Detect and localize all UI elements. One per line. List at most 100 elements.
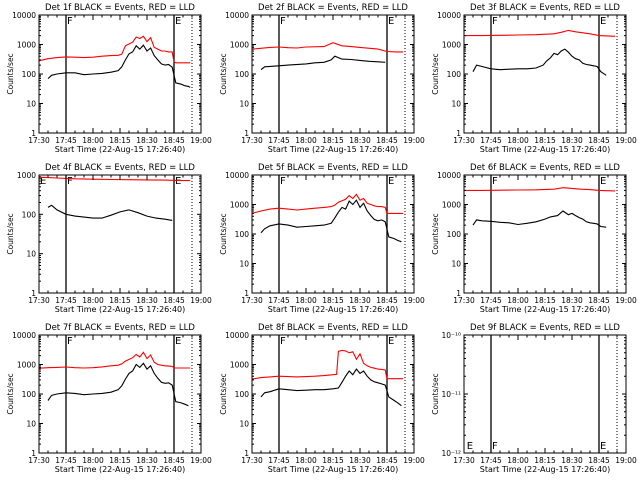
y-tick-label: 10 [451, 260, 461, 269]
x-tick-label: 19:00 [190, 136, 212, 145]
y-tick-label: 10⁻¹² [441, 449, 461, 458]
x-tick-label: 18:30 [136, 296, 158, 305]
flag-label: E [600, 176, 606, 187]
flag-label: E [388, 176, 394, 187]
x-axis-label: Start Time (22-Aug-15 17:26:40) [55, 305, 186, 314]
axis-frame [38, 14, 202, 134]
y-axis-label: Counts/sec [6, 53, 15, 94]
flag-label: F [67, 176, 73, 187]
x-tick-label: 17:30 [28, 136, 50, 145]
x-tick-label: 18:30 [349, 296, 371, 305]
panel-9: Det 9f BLACK = Events, RED = LLD E F E 10⁻¹²… [431, 323, 637, 474]
y-tick-label: 10000 [437, 171, 461, 180]
x-tick-label: 17:30 [241, 136, 263, 145]
y-tick-label: 10 [239, 100, 249, 109]
x-tick-label: 18:45 [376, 296, 398, 305]
y-tick-label: 10⁻¹⁰ [441, 331, 461, 340]
x-tick-label: 17:30 [28, 456, 50, 465]
x-tick-label: 17:45 [268, 296, 290, 305]
series-events [47, 362, 189, 407]
flag-label: F [492, 441, 498, 452]
x-axis-label: Start Time (22-Aug-15 17:26:40) [268, 145, 399, 154]
x-tick-label: 18:00 [507, 136, 529, 145]
x-tick-label: 18:00 [295, 456, 317, 465]
x-tick-label: 18:45 [163, 136, 185, 145]
flag-label: F [280, 176, 286, 187]
x-tick-label: 18:30 [349, 136, 371, 145]
y-tick-label: 10000 [12, 11, 36, 20]
y-axis-label: Counts/sec [6, 213, 15, 254]
y-tick-label: 100 [235, 230, 250, 239]
flag-label: F [492, 176, 498, 187]
x-tick-label: 18:45 [163, 296, 185, 305]
series-lld [38, 176, 191, 182]
x-tick-label: 18:30 [136, 136, 158, 145]
x-tick-label: 18:30 [561, 296, 583, 305]
series-lld [464, 187, 616, 192]
x-tick-label: 17:30 [453, 456, 475, 465]
x-tick-label: 17:45 [55, 296, 77, 305]
y-tick-label: 1000 [17, 361, 36, 370]
x-tick-label: 17:45 [55, 456, 77, 465]
x-tick-label: 18:30 [561, 456, 583, 465]
panel-5: Det 5f BLACK = Events, RED = LLD F E 1 10 100… [219, 163, 425, 314]
flag-label: E [40, 176, 46, 187]
x-tick-label: 18:15 [534, 136, 556, 145]
panel-1: Det 1f BLACK = Events, RED = LLD F E 1 10 100… [6, 3, 212, 154]
series-events [260, 199, 402, 243]
y-tick-label: 100 [22, 70, 37, 79]
series-lld [38, 351, 191, 369]
y-tick-label: 10 [26, 250, 36, 259]
x-tick-label: 18:00 [295, 136, 317, 145]
x-tick-label: 17:30 [241, 296, 263, 305]
y-tick-label: 100 [235, 70, 250, 79]
flag-label: E [467, 441, 473, 452]
y-tick-label: 100 [447, 70, 462, 79]
y-tick-label: 1000 [230, 41, 249, 50]
y-tick-label: 1 [244, 449, 249, 458]
x-tick-label: 18:45 [376, 136, 398, 145]
flag-label: F [280, 16, 286, 27]
x-tick-label: 18:30 [136, 456, 158, 465]
x-tick-label: 19:00 [403, 136, 425, 145]
x-tick-label: 18:15 [534, 456, 556, 465]
y-tick-label: 10 [239, 420, 249, 429]
y-axis-label: Counts/sec [219, 373, 228, 414]
panel-title: Det 5f BLACK = Events, RED = LLD [258, 163, 408, 173]
x-tick-label: 18:15 [322, 456, 344, 465]
panel-7: Det 7f BLACK = Events, RED = LLD F E 1 10 100… [6, 323, 212, 474]
flag-label: E [600, 16, 606, 27]
x-axis-label: Start Time (22-Aug-15 17:26:40) [55, 145, 186, 154]
x-axis-label: Start Time (22-Aug-15 17:26:40) [480, 305, 611, 314]
axis-frame [463, 14, 627, 134]
panel-3: Det 3f BLACK = Events, RED = LLD F E 1 10 100… [431, 3, 637, 154]
flag-label: E [175, 336, 181, 347]
y-tick-label: 10000 [225, 11, 249, 20]
flag-label: F [67, 16, 73, 27]
series-events [260, 368, 402, 407]
x-tick-label: 19:00 [615, 136, 637, 145]
x-axis-label: Start Time (22-Aug-15 17:26:40) [480, 145, 611, 154]
y-tick-label: 10 [239, 260, 249, 269]
y-tick-label: 10 [26, 420, 36, 429]
x-tick-label: 18:15 [109, 136, 131, 145]
flag-label: E [175, 16, 181, 27]
series-events [260, 55, 386, 71]
x-tick-label: 18:45 [588, 456, 610, 465]
panel-6: Det 6f BLACK = Events, RED = LLD F E 1 10 100… [431, 163, 637, 314]
panel-title: Det 4f BLACK = Events, RED = LLD [45, 163, 195, 173]
y-axis-label: Counts/sec [431, 373, 440, 414]
x-tick-label: 18:45 [163, 456, 185, 465]
axis-frame [463, 174, 627, 294]
y-tick-label: 1000 [230, 201, 249, 210]
x-tick-label: 18:15 [109, 456, 131, 465]
y-tick-label: 10⁻¹¹ [441, 390, 461, 399]
x-tick-label: 17:45 [268, 456, 290, 465]
x-tick-label: 17:30 [28, 296, 50, 305]
y-tick-label: 1000 [17, 41, 36, 50]
x-axis-label: Start Time (22-Aug-15 17:26:40) [268, 465, 399, 474]
y-tick-label: 1 [31, 129, 36, 138]
y-tick-label: 1 [31, 289, 36, 298]
x-tick-label: 18:45 [588, 296, 610, 305]
